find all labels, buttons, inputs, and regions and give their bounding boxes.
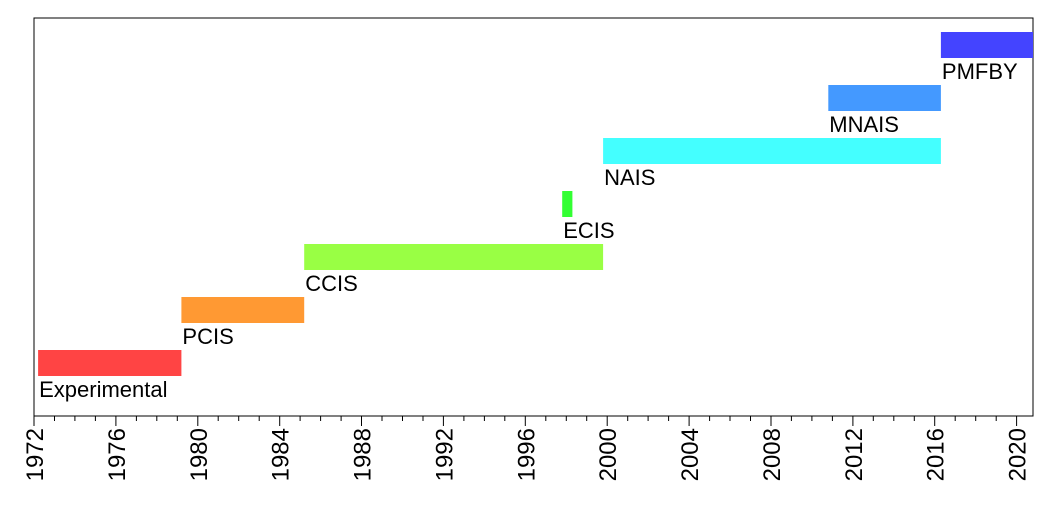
bar-mnais <box>828 85 941 111</box>
bar-label-pmfby: PMFBY <box>942 59 1018 84</box>
bar-ccis <box>304 244 604 270</box>
bar-ecis <box>562 191 573 217</box>
bar-pcis <box>181 297 305 323</box>
x-tick-label: 1992 <box>431 428 458 481</box>
x-tick-label: 1980 <box>186 428 213 481</box>
x-tick-label: 2004 <box>677 428 704 481</box>
x-tick-label: 1984 <box>268 428 295 481</box>
x-tick-label: 1996 <box>513 428 540 481</box>
bar-label-nais: NAIS <box>604 165 655 190</box>
x-tick-label: 2012 <box>841 428 868 481</box>
x-tick-label: 1976 <box>104 428 131 481</box>
bar-pmfby <box>940 32 1033 58</box>
bar-experimental <box>38 350 182 376</box>
bars-layer: Experimental PCIS CCIS ECIS NAIS MNAIS PMFBY <box>38 32 1033 402</box>
x-tick-label: 2008 <box>759 428 786 481</box>
bar-nais <box>603 138 941 164</box>
x-tick-label: 2000 <box>595 428 622 481</box>
x-tick-label: 2016 <box>923 428 950 481</box>
bar-label-ecis: ECIS <box>563 218 614 243</box>
bar-label-pcis: PCIS <box>182 324 233 349</box>
bar-label-mnais: MNAIS <box>829 112 899 137</box>
x-axis: 1972 1976 1980 1984 1988 1992 1996 2000 2004 2008… <box>22 416 1032 481</box>
plot-frame <box>33 17 1034 417</box>
x-tick-label: 1988 <box>350 428 377 481</box>
bar-label-ccis: CCIS <box>305 271 358 296</box>
x-tick-label: 2020 <box>1005 428 1032 481</box>
x-tick-label: 1972 <box>22 428 49 481</box>
bar-label-experimental: Experimental <box>39 377 167 402</box>
